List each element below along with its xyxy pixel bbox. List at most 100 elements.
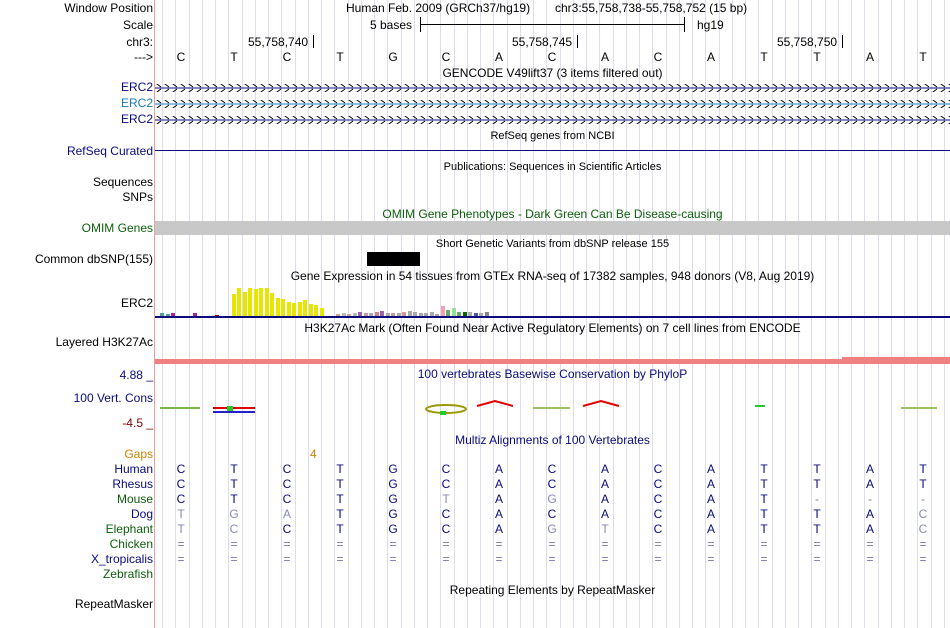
dbsnp-label[interactable]: Common dbSNP(155) bbox=[34, 252, 153, 266]
multiz-track-title[interactable]: Multiz Alignments of 100 Vertebrates bbox=[455, 433, 650, 447]
gtex-bar[interactable] bbox=[424, 313, 428, 316]
gtex-bar[interactable] bbox=[418, 313, 423, 316]
gtex-bar[interactable] bbox=[314, 305, 318, 316]
gtex-bar[interactable] bbox=[248, 288, 252, 316]
omim-feature[interactable] bbox=[155, 221, 950, 235]
phylop-track-title[interactable]: 100 vertebrates Basewise Conservation by… bbox=[417, 367, 688, 381]
gtex-bar[interactable] bbox=[231, 294, 236, 316]
species-label[interactable]: Mouse bbox=[116, 492, 153, 506]
gtex-bar[interactable] bbox=[165, 314, 170, 316]
sequences-label[interactable]: Sequences bbox=[92, 175, 153, 189]
grid-line bbox=[652, 0, 653, 628]
gtex-bar[interactable] bbox=[237, 288, 241, 316]
gtex-label[interactable]: ERC2 bbox=[120, 296, 153, 310]
gtex-bar[interactable] bbox=[429, 312, 434, 316]
gtex-bar[interactable] bbox=[407, 311, 412, 316]
phylop-label[interactable]: 100 Vert. Cons bbox=[73, 391, 153, 405]
scale-label: Scale bbox=[122, 18, 153, 32]
gtex-bar[interactable] bbox=[457, 312, 461, 316]
gtex-bar[interactable] bbox=[281, 299, 285, 316]
gtex-bar[interactable] bbox=[336, 314, 340, 316]
gtex-bar[interactable] bbox=[253, 289, 258, 316]
gtex-bar[interactable] bbox=[380, 311, 384, 316]
gaps-label[interactable]: Gaps bbox=[124, 447, 153, 461]
gtex-bar[interactable] bbox=[440, 306, 445, 316]
gtex-bar[interactable] bbox=[215, 315, 219, 316]
gtex-bar[interactable] bbox=[171, 313, 175, 316]
gencode-item-2-label[interactable]: ERC2 bbox=[120, 96, 153, 110]
grid-line bbox=[758, 0, 759, 628]
species-label[interactable]: X_tropicalis bbox=[90, 552, 153, 566]
gencode-gene-features[interactable] bbox=[155, 80, 950, 128]
gtex-bar[interactable] bbox=[369, 313, 373, 316]
aligned-base: G bbox=[388, 492, 398, 506]
refseq-feature[interactable] bbox=[155, 150, 950, 151]
species-label[interactable]: Elephant bbox=[105, 522, 153, 536]
gtex-bar[interactable] bbox=[303, 300, 307, 316]
refseq-track-title[interactable]: RefSeq genes from NCBI bbox=[490, 130, 615, 142]
gtex-bar[interactable] bbox=[358, 312, 362, 316]
gtex-bar[interactable] bbox=[363, 313, 368, 316]
species-label[interactable]: Dog bbox=[130, 507, 153, 521]
gtex-bar[interactable] bbox=[347, 314, 351, 316]
gtex-bar[interactable] bbox=[413, 312, 417, 316]
gtex-bar[interactable] bbox=[385, 313, 390, 316]
snps-label[interactable]: SNPs bbox=[122, 190, 153, 204]
reference-base: A bbox=[706, 50, 715, 64]
species-label[interactable]: Rhesus bbox=[112, 477, 153, 491]
coord-2: 55,758,745 bbox=[512, 35, 573, 49]
species-label[interactable]: Human bbox=[114, 462, 153, 476]
grid-line bbox=[745, 0, 746, 628]
aligned-base: = bbox=[654, 537, 662, 551]
phylop-signal[interactable] bbox=[155, 398, 950, 422]
species-label[interactable]: Chicken bbox=[109, 537, 153, 551]
aligned-base: C bbox=[918, 507, 928, 521]
gtex-bar[interactable] bbox=[484, 312, 489, 316]
refseq-label[interactable]: RefSeq Curated bbox=[66, 144, 153, 158]
gtex-bar[interactable] bbox=[341, 313, 346, 316]
gtex-bar[interactable] bbox=[391, 313, 395, 316]
gencode-item-3-label[interactable]: ERC2 bbox=[120, 112, 153, 126]
gtex-bar[interactable] bbox=[259, 288, 263, 316]
gtex-bar[interactable] bbox=[297, 302, 302, 316]
gtex-bar[interactable] bbox=[242, 292, 247, 316]
grid-line bbox=[189, 0, 190, 628]
repeatmasker-label[interactable]: RepeatMasker bbox=[74, 597, 153, 611]
gtex-bar[interactable] bbox=[402, 312, 406, 316]
gtex-bar[interactable] bbox=[193, 313, 197, 316]
gtex-bar[interactable] bbox=[479, 313, 483, 316]
gtex-bar[interactable] bbox=[275, 298, 280, 316]
gtex-bar[interactable] bbox=[160, 313, 164, 316]
gtex-track-title[interactable]: Gene Expression in 54 tissues from GTEx … bbox=[290, 269, 815, 283]
gtex-bar[interactable] bbox=[462, 312, 467, 316]
gtex-bar[interactable] bbox=[292, 303, 296, 316]
omim-label[interactable]: OMIM Genes bbox=[81, 221, 153, 235]
aligned-base: T bbox=[336, 462, 344, 476]
gtex-bar[interactable] bbox=[468, 312, 472, 316]
gtex-bar[interactable] bbox=[286, 302, 291, 316]
gtex-bar[interactable] bbox=[374, 312, 379, 316]
h3k27ac-track-title[interactable]: H3K27Ac Mark (Often Found Near Active Re… bbox=[304, 321, 801, 335]
grid-line bbox=[798, 0, 799, 628]
publications-track-title[interactable]: Publications: Sequences in Scientific Ar… bbox=[443, 161, 662, 173]
h3k27ac-signal-peak[interactable] bbox=[842, 357, 950, 364]
dbsnp-track-title[interactable]: Short Genetic Variants from dbSNP releas… bbox=[435, 238, 670, 250]
h3k27ac-signal[interactable] bbox=[155, 359, 950, 364]
repeatmasker-track-title[interactable]: Repeating Elements by RepeatMasker bbox=[449, 583, 656, 597]
gtex-bar[interactable] bbox=[270, 293, 274, 316]
gtex-bar[interactable] bbox=[319, 308, 324, 316]
species-label[interactable]: Zebrafish bbox=[102, 567, 153, 581]
gtex-bar[interactable] bbox=[451, 308, 456, 316]
dbsnp-variant[interactable] bbox=[367, 252, 420, 266]
gtex-bar[interactable] bbox=[264, 288, 269, 316]
gtex-bar[interactable] bbox=[396, 313, 401, 316]
gtex-bar[interactable] bbox=[435, 314, 439, 316]
gtex-bar[interactable] bbox=[473, 313, 478, 316]
gtex-bar[interactable] bbox=[308, 304, 313, 316]
gtex-bar[interactable] bbox=[446, 310, 450, 316]
gencode-item-1-label[interactable]: ERC2 bbox=[120, 80, 153, 94]
gtex-bar[interactable] bbox=[352, 313, 357, 316]
omim-track-title[interactable]: OMIM Gene Phenotypes - Dark Green Can Be… bbox=[382, 207, 723, 221]
h3k27ac-label[interactable]: Layered H3K27Ac bbox=[55, 335, 153, 349]
gencode-track-title[interactable]: GENCODE V49lift37 (3 items filtered out) bbox=[442, 66, 663, 80]
